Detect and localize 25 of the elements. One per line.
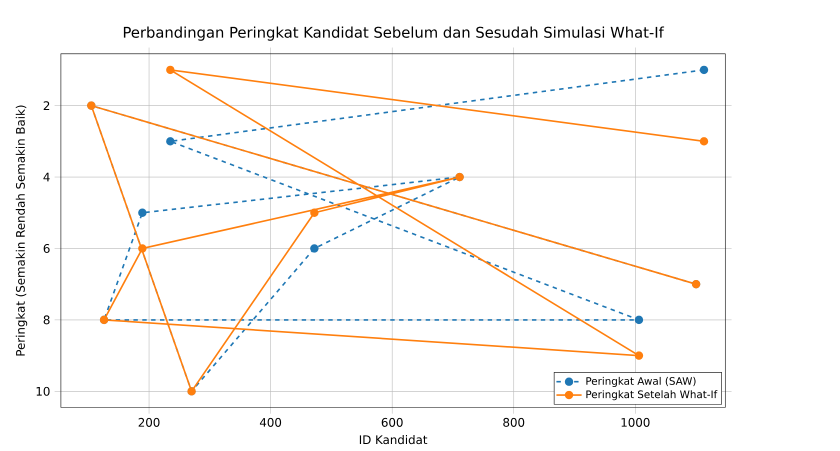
chart-title: Perbandingan Peringkat Kandidat Sebelum dan Sesudah Simulasi What-If — [124, 26, 664, 41]
y-tick-label: 2 — [44, 100, 50, 110]
legend-label: Peringkat Setelah What-If — [586, 390, 718, 400]
y-tick-label: 4 — [43, 172, 50, 182]
point — [166, 65, 175, 74]
point — [310, 244, 319, 252]
point — [700, 136, 708, 146]
point — [138, 208, 147, 217]
point — [166, 136, 175, 146]
point — [138, 244, 147, 252]
point — [634, 315, 644, 324]
point — [700, 65, 708, 74]
x-tick-label: 400 — [260, 418, 282, 427]
x-tick-label: 600 — [382, 418, 403, 427]
y-tick-label: 6 — [44, 244, 50, 253]
y-tick-label: 10 — [36, 386, 50, 396]
x-tick-label: 200 — [138, 418, 160, 427]
x-tick-label: 1000 — [622, 418, 650, 427]
y-tick-label: 8 — [44, 315, 50, 324]
y-axis-title: Peringkat (Semakin Rendah Semakin Baik) — [16, 105, 28, 356]
x-axis-title: ID Kandidat — [360, 434, 428, 444]
legend-label: Peringkat Awal (SAW) — [586, 376, 696, 387]
point — [310, 208, 319, 217]
point — [634, 351, 644, 360]
x-tick-label: 800 — [503, 418, 524, 427]
